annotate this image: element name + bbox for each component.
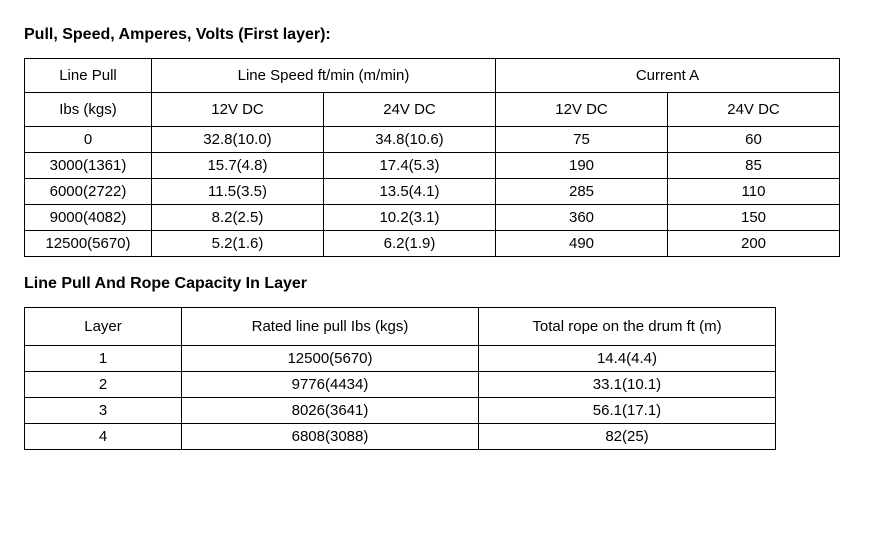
line-pull-rope-capacity-table: Layer Rated line pull Ibs (kgs) Total ro… [24,307,776,450]
header-rated-line-pull: Rated line pull Ibs (kgs) [182,308,479,346]
cell: 150 [668,205,840,231]
header-layer: Layer [25,308,182,346]
cell: 14.4(4.4) [479,346,776,372]
cell: 75 [496,127,668,153]
table-row: 9000(4082) 8.2(2.5) 10.2(3.1) 360 150 [25,205,840,231]
cell: 285 [496,179,668,205]
table-row: 6000(2722) 11.5(3.5) 13.5(4.1) 285 110 [25,179,840,205]
cell: 8.2(2.5) [152,205,324,231]
subheader-24v-current: 24V DC [668,93,840,127]
cell: 9000(4082) [25,205,152,231]
pull-speed-current-table: Line Pull Line Speed ft/min (m/min) Curr… [24,58,840,257]
cell: 6.2(1.9) [324,231,496,257]
cell: 6808(3088) [182,424,479,450]
table-row: 0 32.8(10.0) 34.8(10.6) 75 60 [25,127,840,153]
subheader-24v-speed: 24V DC [324,93,496,127]
cell: 3 [25,398,182,424]
cell: 360 [496,205,668,231]
cell: 10.2(3.1) [324,205,496,231]
table-row: 2 9776(4434) 33.1(10.1) [25,372,776,398]
cell: 82(25) [479,424,776,450]
table-row: 12500(5670) 5.2(1.6) 6.2(1.9) 490 200 [25,231,840,257]
header-line-speed: Line Speed ft/min (m/min) [152,59,496,93]
section-title-1: Pull, Speed, Amperes, Volts (First layer… [24,26,862,44]
cell: 12500(5670) [25,231,152,257]
table-subheader-row: Ibs (kgs) 12V DC 24V DC 12V DC 24V DC [25,93,840,127]
cell: 33.1(10.1) [479,372,776,398]
header-total-rope: Total rope on the drum ft (m) [479,308,776,346]
table-row: 4 6808(3088) 82(25) [25,424,776,450]
cell: 2 [25,372,182,398]
header-current: Current A [496,59,840,93]
section-title-2: Line Pull And Rope Capacity In Layer [24,275,862,293]
cell: 60 [668,127,840,153]
cell: 9776(4434) [182,372,479,398]
header-line-pull: Line Pull [25,59,152,93]
table-header-row: Line Pull Line Speed ft/min (m/min) Curr… [25,59,840,93]
table-row: 3 8026(3641) 56.1(17.1) [25,398,776,424]
cell: 200 [668,231,840,257]
cell: 85 [668,153,840,179]
cell: 32.8(10.0) [152,127,324,153]
table-header-row: Layer Rated line pull Ibs (kgs) Total ro… [25,308,776,346]
cell: 1 [25,346,182,372]
cell: 13.5(4.1) [324,179,496,205]
subheader-12v-speed: 12V DC [152,93,324,127]
cell: 12500(5670) [182,346,479,372]
cell: 17.4(5.3) [324,153,496,179]
cell: 11.5(3.5) [152,179,324,205]
cell: 34.8(10.6) [324,127,496,153]
cell: 490 [496,231,668,257]
cell: 190 [496,153,668,179]
cell: 0 [25,127,152,153]
cell: 6000(2722) [25,179,152,205]
cell: 110 [668,179,840,205]
subheader-12v-current: 12V DC [496,93,668,127]
subheader-lbs-kgs: Ibs (kgs) [25,93,152,127]
cell: 4 [25,424,182,450]
table-row: 3000(1361) 15.7(4.8) 17.4(5.3) 190 85 [25,153,840,179]
table-row: 1 12500(5670) 14.4(4.4) [25,346,776,372]
cell: 8026(3641) [182,398,479,424]
cell: 56.1(17.1) [479,398,776,424]
cell: 5.2(1.6) [152,231,324,257]
cell: 15.7(4.8) [152,153,324,179]
cell: 3000(1361) [25,153,152,179]
